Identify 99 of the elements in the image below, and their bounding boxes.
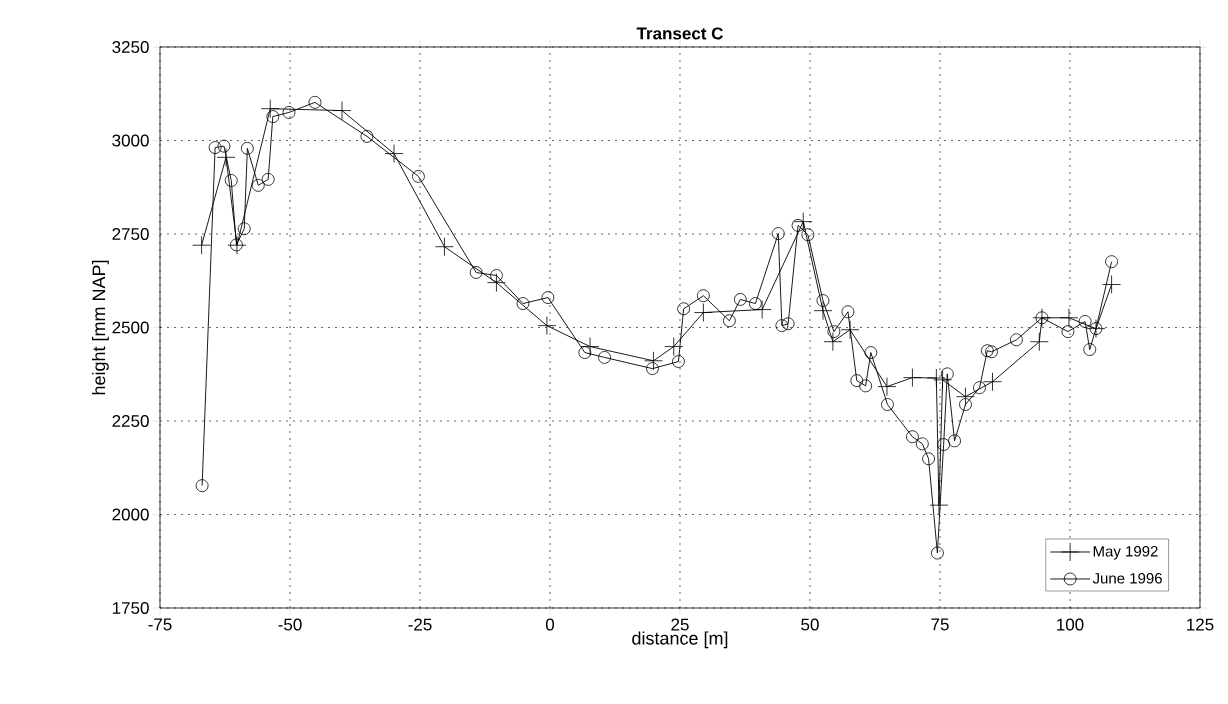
point xyxy=(723,314,736,328)
point xyxy=(980,344,994,358)
x-tick-label: 100 xyxy=(1057,618,1084,631)
point xyxy=(877,377,897,396)
point xyxy=(541,291,555,304)
point xyxy=(435,237,454,257)
point xyxy=(261,172,275,186)
point xyxy=(850,374,864,387)
point xyxy=(644,351,663,371)
point xyxy=(1078,315,1092,328)
point xyxy=(930,546,944,560)
point xyxy=(973,381,986,395)
point xyxy=(781,317,795,331)
legend-label: May 1992 xyxy=(1093,546,1158,560)
point xyxy=(1105,255,1118,269)
point xyxy=(816,294,830,307)
point xyxy=(1029,332,1049,352)
point xyxy=(956,387,975,407)
point xyxy=(308,95,322,109)
y-tick-label: 2250 xyxy=(112,414,149,428)
point xyxy=(922,452,935,466)
x-tick-label: 75 xyxy=(931,618,949,631)
point xyxy=(672,355,685,368)
point xyxy=(332,101,352,120)
point xyxy=(906,430,919,444)
point xyxy=(578,346,592,359)
point xyxy=(282,106,296,119)
point xyxy=(646,362,659,376)
point xyxy=(208,141,222,154)
x-tick-label: 125 xyxy=(1187,618,1214,631)
y-tick-label: 2750 xyxy=(112,227,149,241)
point xyxy=(1102,275,1121,294)
x-tick-label: -75 xyxy=(148,618,172,631)
point xyxy=(469,266,483,279)
point xyxy=(859,379,873,393)
point xyxy=(903,368,922,388)
x-tick-label: 50 xyxy=(801,618,819,631)
point xyxy=(251,178,265,192)
point xyxy=(360,129,374,143)
x-tick-label: 25 xyxy=(671,618,689,631)
point xyxy=(983,372,1002,392)
point xyxy=(823,332,843,352)
point xyxy=(487,273,506,293)
point xyxy=(266,110,280,123)
point xyxy=(929,495,949,515)
point xyxy=(933,370,952,390)
y-tick-label: 3000 xyxy=(112,134,149,147)
chart-title: Transect C xyxy=(636,27,723,40)
y-tick-label: 1750 xyxy=(112,601,149,615)
point xyxy=(1083,343,1097,356)
point xyxy=(240,141,254,155)
point xyxy=(813,301,833,321)
point xyxy=(915,437,929,451)
point xyxy=(260,99,280,119)
point xyxy=(771,227,785,241)
point xyxy=(412,170,425,183)
point xyxy=(580,337,600,356)
point xyxy=(791,218,805,232)
y-axis-title: height [mm NAP] xyxy=(92,260,109,395)
point xyxy=(1061,325,1075,339)
point xyxy=(940,367,954,381)
point xyxy=(985,345,998,359)
point xyxy=(733,293,747,306)
point xyxy=(926,368,946,388)
point xyxy=(490,269,503,282)
point xyxy=(749,297,762,310)
point xyxy=(948,434,961,448)
point xyxy=(1059,308,1079,328)
point xyxy=(937,438,951,451)
y-tick-label: 2000 xyxy=(112,508,149,521)
point xyxy=(864,346,878,359)
point xyxy=(237,222,251,236)
y-tick-label: 2500 xyxy=(112,321,149,334)
point xyxy=(195,479,209,493)
point xyxy=(216,147,236,167)
point xyxy=(841,305,855,319)
point xyxy=(224,174,238,187)
legend-label: June 1996 xyxy=(1092,572,1162,584)
point xyxy=(664,337,684,356)
x-tick-label: 0 xyxy=(545,618,555,631)
point xyxy=(537,316,557,336)
x-tick-label: -50 xyxy=(278,618,302,631)
point xyxy=(793,212,813,232)
point xyxy=(1010,333,1023,347)
point xyxy=(598,351,611,364)
point xyxy=(694,303,713,322)
x-tick-label: -25 xyxy=(408,618,432,631)
point xyxy=(801,228,815,242)
point xyxy=(192,235,211,255)
y-tick-label: 3250 xyxy=(112,40,149,54)
point xyxy=(217,139,231,153)
point xyxy=(677,302,691,316)
point xyxy=(384,144,404,163)
point xyxy=(775,319,789,333)
point xyxy=(959,398,972,411)
point xyxy=(881,398,894,411)
point xyxy=(697,289,710,303)
point xyxy=(516,297,530,310)
x-axis-title: distance [m] xyxy=(632,631,728,649)
